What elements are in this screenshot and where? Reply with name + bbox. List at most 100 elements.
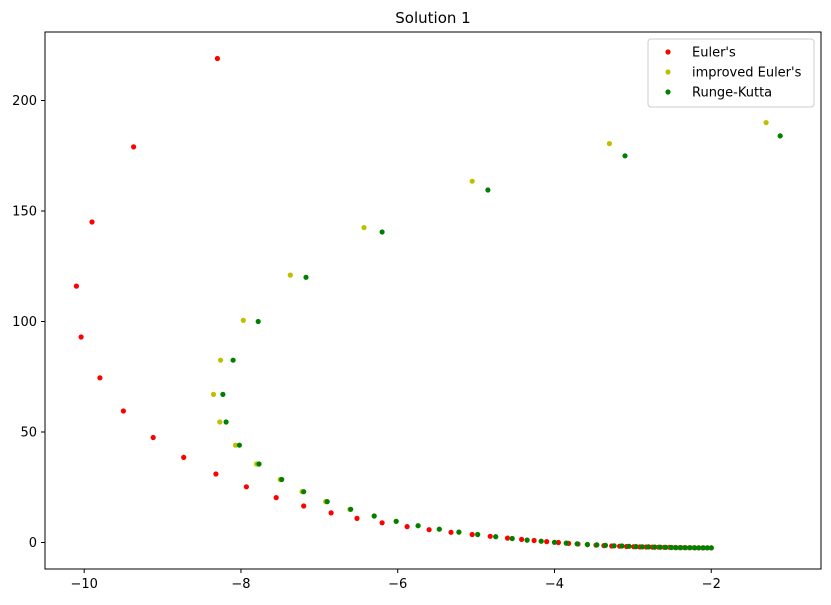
- data-point: [594, 542, 600, 548]
- data-point: [487, 533, 493, 539]
- data-point: [217, 419, 223, 425]
- data-point: [150, 434, 156, 441]
- data-point: [371, 513, 377, 519]
- data-point: [555, 539, 562, 546]
- data-point: [393, 518, 399, 524]
- data-point: [120, 408, 126, 414]
- data-point: [619, 543, 625, 549]
- data-point: [700, 545, 707, 551]
- data-point: [524, 537, 530, 543]
- legend-marker: [665, 49, 671, 55]
- data-point: [469, 178, 475, 184]
- data-point: [663, 544, 669, 550]
- data-point: [436, 526, 442, 532]
- data-point: [218, 357, 224, 363]
- x-tick-label: −10: [70, 577, 97, 592]
- x-tick-label: −8: [231, 577, 250, 592]
- data-point: [324, 499, 330, 505]
- data-point: [763, 120, 769, 126]
- data-point: [426, 527, 432, 533]
- data-point: [379, 229, 385, 235]
- data-point: [611, 543, 617, 549]
- data-point: [379, 520, 385, 526]
- data-point: [626, 543, 632, 549]
- data-point: [243, 484, 249, 490]
- data-point: [646, 544, 652, 550]
- x-tick-label: −6: [388, 577, 407, 592]
- data-point: [652, 544, 658, 550]
- legend-label: Runge-Kutta: [692, 86, 772, 101]
- axes-frame: [44, 31, 822, 570]
- data-point: [469, 531, 475, 538]
- axes: −10 −8 −6 −4 −2 0 50 100 150 200: [12, 31, 822, 592]
- data-point: [301, 503, 307, 509]
- data-point: [236, 442, 242, 448]
- data-point: [531, 537, 537, 544]
- data-point: [89, 219, 95, 225]
- data-point: [538, 538, 544, 544]
- data-point: [131, 144, 137, 150]
- y-tick-label: 200: [12, 94, 37, 109]
- data-point: [602, 542, 609, 549]
- x-tick-label: −4: [545, 577, 564, 592]
- data-point: [456, 529, 462, 535]
- data-point: [328, 510, 334, 516]
- data-point: [551, 539, 558, 545]
- data-point: [255, 318, 261, 325]
- data-point: [485, 187, 491, 193]
- chart-title: Solution 1: [395, 9, 470, 27]
- data-point: [348, 506, 354, 512]
- data-point: [574, 541, 580, 547]
- data-point: [504, 535, 511, 541]
- legend-marker: [665, 69, 671, 75]
- data-point: [181, 454, 187, 460]
- data-point: [509, 535, 515, 542]
- plot-area: [73, 55, 783, 551]
- x-tick-label: −2: [702, 577, 721, 592]
- series-1: [210, 120, 769, 551]
- data-point: [584, 541, 591, 548]
- data-point: [633, 544, 639, 550]
- data-point: [287, 272, 293, 278]
- data-point: [563, 540, 569, 546]
- data-point: [606, 141, 613, 147]
- legend-box: [647, 38, 815, 108]
- data-point: [73, 283, 79, 289]
- data-point: [493, 534, 499, 540]
- data-point: [301, 489, 307, 495]
- legend: Euler's improved Euler's Runge-Kutta: [647, 38, 815, 108]
- data-point: [404, 524, 410, 530]
- y-tick-label: 150: [12, 205, 37, 220]
- data-point: [448, 529, 454, 535]
- legend-label: Euler's: [692, 46, 736, 61]
- data-point: [213, 471, 219, 477]
- data-point: [78, 334, 84, 340]
- series-2: [220, 133, 783, 551]
- data-point: [475, 531, 481, 538]
- data-point: [354, 515, 360, 522]
- data-point: [639, 544, 645, 550]
- data-point: [97, 375, 103, 381]
- data-point: [708, 545, 714, 551]
- data-point: [673, 545, 679, 551]
- legend-label: improved Euler's: [692, 66, 802, 81]
- data-point: [303, 274, 309, 280]
- data-point: [273, 495, 279, 501]
- data-point: [223, 419, 229, 425]
- data-point: [279, 476, 285, 483]
- data-point: [240, 317, 246, 323]
- data-point: [415, 523, 421, 529]
- data-point: [210, 391, 217, 397]
- data-point: [256, 461, 262, 467]
- data-point: [544, 539, 550, 545]
- data-point: [692, 545, 698, 551]
- data-point: [519, 536, 525, 543]
- data-point: [678, 545, 684, 551]
- data-point: [696, 545, 702, 551]
- data-point: [232, 442, 239, 448]
- data-point: [220, 391, 226, 397]
- y-tick-label: 0: [29, 536, 37, 551]
- data-point: [668, 544, 674, 551]
- y-tick-label: 50: [20, 425, 37, 440]
